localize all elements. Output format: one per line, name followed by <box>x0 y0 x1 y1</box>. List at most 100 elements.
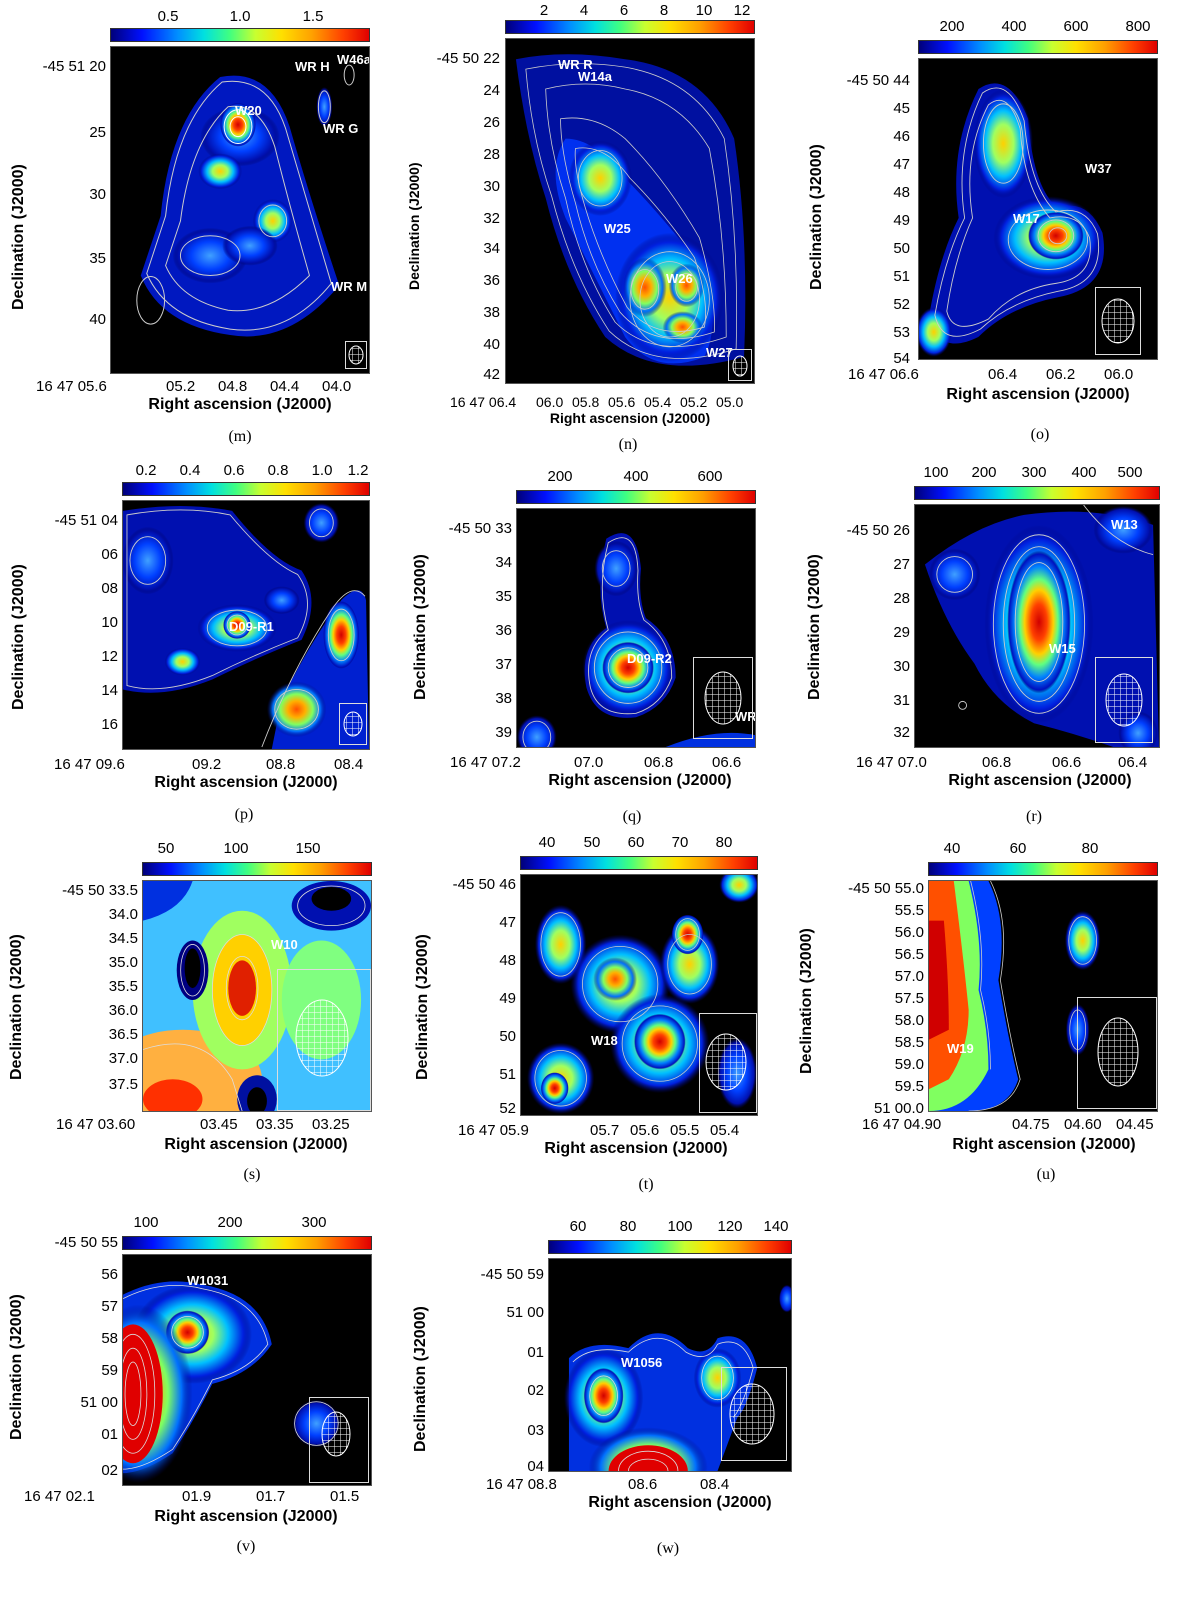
beam-box-o <box>1095 287 1141 355</box>
ytick-n-9: 40 <box>483 336 500 353</box>
ytick-r-6: 32 <box>893 724 910 741</box>
xtick-t-2: 05.6 <box>630 1122 660 1139</box>
cbar-tick-t-2: 60 <box>627 834 645 851</box>
colorbar-n <box>505 20 755 34</box>
ytick-r-0: -45 50 26 <box>846 522 910 539</box>
ytick-p-4: 12 <box>101 648 118 665</box>
cbar-tick-u-2: 80 <box>1081 840 1099 857</box>
cbar-tick-r-4: 500 <box>1117 464 1143 481</box>
map-w: W1056 <box>548 1258 792 1472</box>
cbar-tick-n-2: 6 <box>619 2 629 19</box>
cbar-tick-r-0: 100 <box>923 464 949 481</box>
beam-box-t <box>699 1013 757 1113</box>
xtick-v-2: 01.7 <box>256 1488 286 1505</box>
ytick-p-2: 08 <box>101 580 118 597</box>
cbar-tick-n-0: 2 <box>539 2 549 19</box>
colorbar-q <box>516 490 756 504</box>
ytick-t-1: 47 <box>499 914 516 931</box>
beam-box-n <box>728 349 752 381</box>
label-n-4: W27 <box>706 345 733 360</box>
colorbar-u <box>928 862 1158 876</box>
xtick-q-0: 16 47 07.2 <box>450 754 521 771</box>
ytick-w-4: 03 <box>527 1422 544 1439</box>
ytick-v-1: 56 <box>101 1266 118 1283</box>
beam-box-r <box>1095 657 1153 743</box>
xtick-s-1: 03.45 <box>200 1116 238 1133</box>
xtick-n-5: 05.2 <box>680 394 708 410</box>
caption-t: (t) <box>638 1176 654 1193</box>
ytick-s-6: 36.5 <box>108 1026 138 1043</box>
ylabel-u: Declination (J2000) <box>798 928 815 1074</box>
ytick-r-2: 28 <box>893 590 910 607</box>
label-m-1: WR H <box>295 59 330 74</box>
cbar-tick-u-0: 40 <box>943 840 961 857</box>
xlabel-v: Right ascension (J2000) <box>154 1508 338 1525</box>
ytick-s-8: 37.5 <box>108 1076 138 1093</box>
xtick-v-3: 01.5 <box>330 1488 360 1505</box>
cbar-tick-t-1: 50 <box>583 834 601 851</box>
ytick-u-3: 56.5 <box>894 946 924 963</box>
colorbar-w <box>548 1240 792 1254</box>
cbar-tick-r-1: 200 <box>971 464 997 481</box>
cbar-tick-o-2: 600 <box>1063 18 1089 35</box>
ytick-r-3: 29 <box>893 624 910 641</box>
ylabel-r: Declination (J2000) <box>806 554 823 700</box>
xtick-t-1: 05.7 <box>590 1122 620 1139</box>
ytick-q-3: 36 <box>495 622 512 639</box>
cbar-tick-r-3: 400 <box>1071 464 1097 481</box>
xlabel-s: Right ascension (J2000) <box>164 1136 348 1153</box>
ytick-o-1: 45 <box>893 100 910 117</box>
xtick-n-0: 16 47 06.4 <box>450 394 517 410</box>
cbar-tick-t-3: 70 <box>671 834 689 851</box>
ytick-n-3: 28 <box>483 146 500 163</box>
xtick-q-1: 07.0 <box>574 754 604 771</box>
ytick-u-5: 57.5 <box>894 990 924 1007</box>
xtick-s-0: 16 47 03.60 <box>56 1116 136 1133</box>
beam-box-q <box>693 657 753 739</box>
xtick-w-1: 08.6 <box>628 1476 658 1493</box>
ytick-o-9: 53 <box>893 324 910 341</box>
xtick-t-0: 16 47 05.9 <box>458 1122 529 1139</box>
ytick-m-1: 25 <box>89 124 106 141</box>
colorbar-p <box>122 482 370 496</box>
label-n-3: W26 <box>666 271 693 286</box>
cbar-tick-s-0: 50 <box>157 840 175 857</box>
xlabel-m: Right ascension (J2000) <box>148 396 332 413</box>
xtick-t-4: 05.4 <box>710 1122 740 1139</box>
xtick-m-1: 05.2 <box>166 378 196 395</box>
caption-m: (m) <box>228 428 252 445</box>
caption-q: (q) <box>622 808 642 825</box>
cbar-tick-n-5: 12 <box>733 2 751 19</box>
ylabel-p: Declination (J2000) <box>10 564 27 710</box>
caption-s: (s) <box>243 1166 261 1183</box>
label-m-2: W46a <box>337 52 370 67</box>
ytick-u-0: -45 50 55.0 <box>848 880 924 897</box>
xtick-o-0: 16 47 06.6 <box>848 366 919 383</box>
ytick-r-5: 31 <box>893 692 910 709</box>
ytick-o-2: 46 <box>893 128 910 145</box>
caption-p: (p) <box>234 806 254 823</box>
colorbar-t <box>520 856 758 870</box>
cbar-tick-w-3: 120 <box>717 1218 743 1235</box>
xtick-p-1: 09.2 <box>192 756 222 773</box>
beam-box-u <box>1077 997 1157 1109</box>
xtick-n-6: 05.0 <box>716 394 744 410</box>
map-n: WR R W14a W25 W26 W27 <box>505 38 755 384</box>
xtick-o-2: 06.2 <box>1046 366 1076 383</box>
ytick-v-2: 57 <box>101 1298 118 1315</box>
ytick-q-6: 39 <box>495 724 512 741</box>
cbar-tick-s-1: 100 <box>223 840 249 857</box>
cbar-tick-v-1: 200 <box>217 1214 243 1231</box>
map-r: W13 W15 <box>914 504 1160 748</box>
cbar-tick-p-1: 0.4 <box>179 462 201 479</box>
ylabel-s: Declination (J2000) <box>8 934 25 1080</box>
xtick-o-1: 06.4 <box>988 366 1018 383</box>
map-m: W20 WR H W46a WR G WR M <box>110 46 370 374</box>
ytick-p-5: 14 <box>101 682 118 699</box>
xtick-t-3: 05.5 <box>670 1122 700 1139</box>
ytick-r-1: 27 <box>893 556 910 573</box>
cbar-tick-p-4: 1.0 <box>311 462 333 479</box>
xlabel-o: Right ascension (J2000) <box>946 386 1130 403</box>
cbar-tick-p-5: 1.2 <box>347 462 369 479</box>
ytick-n-8: 38 <box>483 304 500 321</box>
